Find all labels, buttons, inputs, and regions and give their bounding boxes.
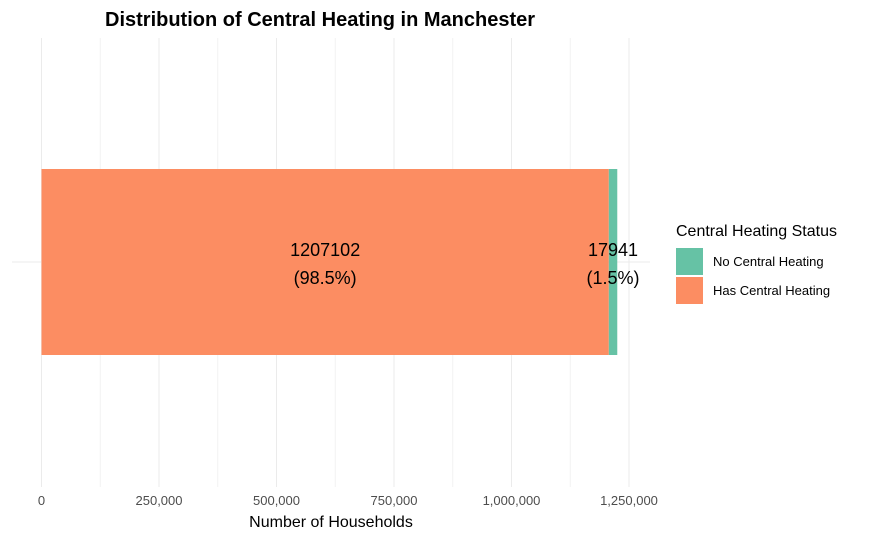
x-tick-label: 1,000,000 (483, 493, 541, 508)
bar-value-label: 17941 (588, 240, 638, 260)
bar-value-label: 1207102 (290, 240, 360, 260)
x-axis-ticks: 0 250,000 500,000 750,000 1,000,000 1,250,000 (38, 493, 658, 508)
x-axis-title: Number of Households (249, 514, 413, 531)
x-tick-label: 750,000 (371, 493, 418, 508)
x-tick-label: 500,000 (253, 493, 300, 508)
legend-title: Central Heating Status (676, 223, 837, 240)
legend-label: Has Central Heating (713, 283, 830, 298)
legend-swatch (676, 248, 703, 275)
legend: Central Heating Status No Central Heatin… (676, 223, 837, 304)
bar-labels: 1207102 (98.5%) 17941 (1.5%) (290, 240, 639, 288)
x-tick-label: 250,000 (136, 493, 183, 508)
legend-items: No Central Heating Has Central Heating (676, 248, 830, 304)
bar-percent-label: (1.5%) (587, 268, 640, 288)
x-tick-label: 1,250,000 (600, 493, 658, 508)
bars (41, 169, 618, 355)
bar-no-central-heating (608, 169, 618, 355)
legend-label: No Central Heating (713, 254, 824, 269)
chart-title: Distribution of Central Heating in Manch… (105, 9, 535, 31)
legend-swatch (676, 277, 703, 304)
x-tick-label: 0 (38, 493, 45, 508)
bar-percent-label: (98.5%) (294, 268, 357, 288)
bar-has-central-heating (41, 169, 609, 355)
